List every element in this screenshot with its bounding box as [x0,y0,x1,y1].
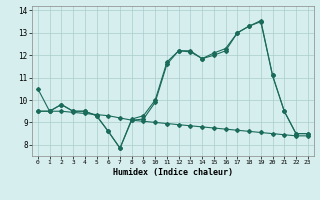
X-axis label: Humidex (Indice chaleur): Humidex (Indice chaleur) [113,168,233,177]
